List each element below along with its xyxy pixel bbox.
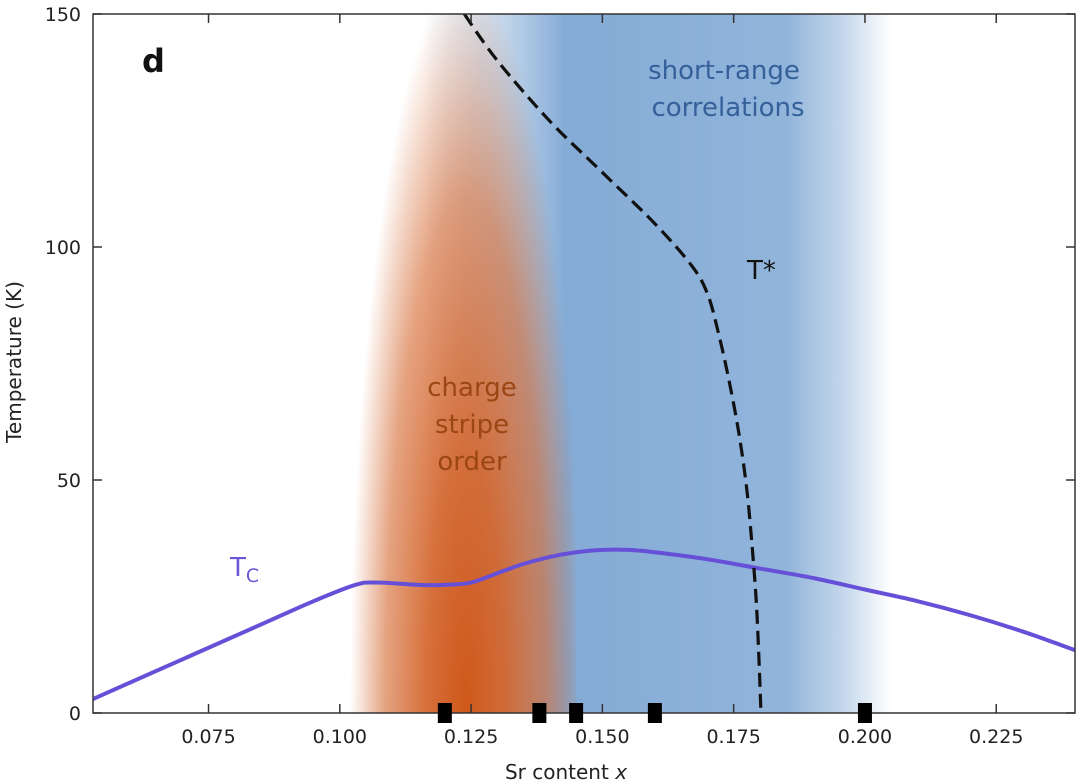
t-star-curve — [462, 14, 763, 713]
tc-label-subscript: C — [246, 565, 259, 587]
charge-stripe-label-line-2: stripe — [435, 410, 509, 440]
y-axis-label: Temperature (K) — [2, 281, 26, 444]
charge-stripe-order-region — [345, 14, 577, 713]
x-axis-ticks: 0.075 0.100 0.125 0.150 0.175 0.200 0.225 — [181, 14, 1023, 748]
sample-marker — [532, 703, 547, 723]
x-tick-label: 0.125 — [444, 726, 498, 748]
charge-stripe-label-line-3: order — [437, 447, 507, 477]
y-tick-label: 150 — [45, 4, 81, 26]
charge-stripe-label-line-1: charge — [427, 373, 516, 403]
t-star-label: T* — [746, 256, 776, 286]
y-tick-label: 0 — [69, 703, 81, 725]
y-tick-label: 100 — [45, 237, 81, 259]
x-tick-label: 0.075 — [181, 726, 235, 748]
tc-curve — [93, 547, 1075, 702]
x-tick-label: 0.200 — [838, 726, 892, 748]
x-axis-label-main: Sr content — [505, 760, 615, 782]
sample-marker — [437, 703, 452, 723]
x-axis-label-variable: x — [614, 760, 627, 782]
y-tick-label: 50 — [57, 470, 81, 492]
sample-marker — [647, 703, 662, 723]
panel-label: d — [142, 42, 165, 80]
axes-frame — [92, 13, 1076, 714]
short-range-label-line-1: short-range — [648, 56, 800, 86]
x-axis-label: Sr content x — [505, 760, 627, 782]
x-tick-label: 0.225 — [969, 726, 1023, 748]
x-tick-label: 0.100 — [313, 726, 367, 748]
y-axis-ticks: 0 50 100 150 — [45, 4, 1075, 725]
tc-label-main: T — [229, 553, 246, 583]
sample-marker — [569, 703, 584, 723]
plot-area — [93, 14, 1075, 713]
x-tick-label: 0.150 — [575, 726, 629, 748]
sample-marker — [857, 703, 872, 723]
short-range-label-line-2: correlations — [651, 93, 804, 123]
sample-markers — [437, 703, 872, 723]
x-tick-label: 0.175 — [706, 726, 760, 748]
tc-label: TC — [229, 553, 259, 587]
